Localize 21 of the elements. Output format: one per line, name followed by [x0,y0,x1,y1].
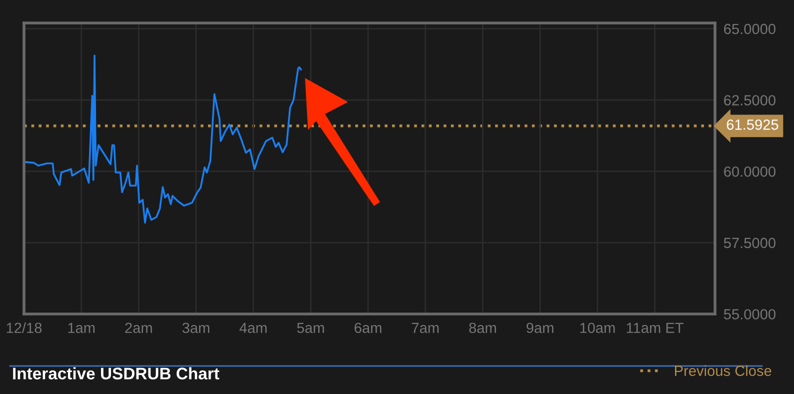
x-tick-label: 1am [68,322,95,334]
x-tick-label: 2am [125,322,152,334]
y-tick-label: 55.0000 [724,309,776,320]
y-tick-label: 65.0000 [724,24,776,34]
x-tick-label: 11am ET [626,322,684,334]
line-series [24,54,302,224]
x-tick-label: 3am [182,322,210,334]
text: 61.5925 [726,120,778,130]
x-tick-label: 10am [580,322,615,334]
x-tick-label: 8am [469,322,496,334]
y-tick-label: 62.5000 [724,95,776,106]
x-tick-label: 5am [297,322,324,334]
legend-label: Previous Close [675,365,772,376]
x-tick-label: 12/18 [6,322,42,334]
text: Interactive USDRUB Chart [13,367,220,380]
y-tick-label: 57.5000 [724,238,776,248]
x-tick-label: 9am [526,322,554,334]
y-tick-label: 60.0000 [724,166,776,177]
x-tick-label: 7am [412,322,439,334]
x-tick-label: 6am [354,322,382,334]
x-tick-label: 4am [240,322,267,334]
